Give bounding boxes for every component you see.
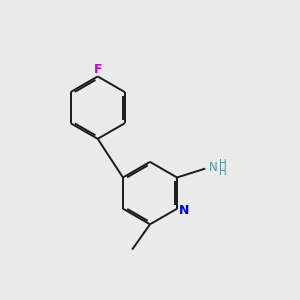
Text: N: N <box>209 160 218 174</box>
Text: N: N <box>178 204 189 217</box>
Text: H: H <box>219 158 227 169</box>
Text: F: F <box>94 62 102 76</box>
Text: H: H <box>219 167 227 177</box>
